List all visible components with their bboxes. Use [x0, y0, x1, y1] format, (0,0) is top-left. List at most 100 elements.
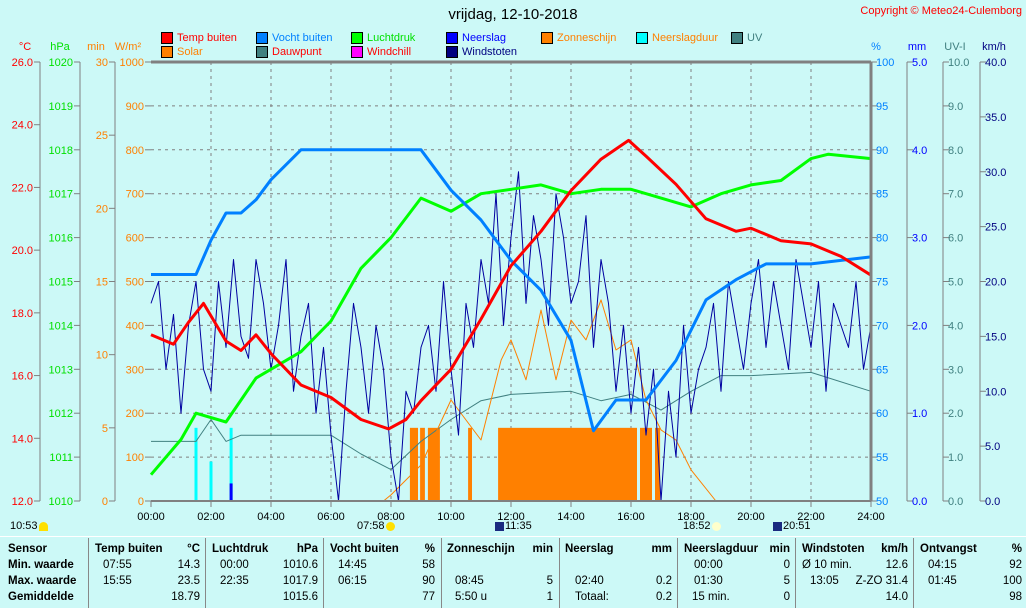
y-tick-label-rain: 4.0 [912, 145, 927, 157]
legend-item-luchtdruk: Luchtdruk [351, 32, 415, 44]
table-header-unit: °C [187, 543, 200, 555]
sunset-icon [711, 521, 721, 531]
astro-time-label: 20:51 [783, 520, 811, 532]
moonrise-icon [495, 521, 504, 531]
y-tick-label-rain: 0.0 [912, 496, 927, 508]
table-cell-value: 1015.6 [282, 591, 318, 603]
y-tick-label-solar: 300 [126, 364, 144, 376]
y-tick-label-min: 20 [96, 203, 108, 215]
table-cell-value: 92 [1009, 559, 1022, 571]
legend-label: Neerslagduur [652, 32, 719, 44]
table-header: Windstoten [802, 543, 865, 555]
table-header: Luchtdruk [212, 543, 269, 555]
axis-unit-min: min [87, 41, 105, 53]
x-tick-label: 20:00 [737, 511, 765, 523]
table-header-unit: min [769, 543, 790, 555]
legend-label: Dauwpunt [272, 46, 322, 58]
legend-swatch [351, 46, 363, 58]
y-tick-label-hum: 95 [876, 101, 888, 113]
table-cell-time: 13:05 [810, 575, 839, 587]
column-separator [88, 538, 89, 608]
x-tick-label: 24:00 [857, 511, 885, 523]
copyright: Copyright © Meteo24-Culemborg [860, 5, 1022, 17]
axis-unit-rain: mm [908, 41, 926, 53]
sunshine-bar [498, 427, 637, 501]
y-tick-label-min: 10 [96, 350, 108, 362]
column-separator [441, 538, 442, 608]
x-tick-label: 16:00 [617, 511, 645, 523]
y-tick-label-solar: 800 [126, 145, 144, 157]
y-tick-label-solar: 0 [138, 496, 144, 508]
legend-label: Solar [177, 46, 203, 58]
table-cell-time: 00:00 [694, 559, 723, 571]
y-tick-label-solar: 1000 [120, 57, 144, 69]
y-tick-label-uv: 7.0 [948, 189, 963, 201]
y-tick-label-press: 1019 [49, 101, 73, 113]
y-tick-label-wind: 35.0 [985, 112, 1006, 124]
series-vocht-buiten [151, 148, 872, 433]
legend-swatch [161, 32, 173, 44]
y-tick-label-uv: 10.0 [948, 57, 969, 69]
table-cell-time: 01:45 [928, 575, 957, 587]
series-temp-buiten [150, 138, 872, 431]
y-tick-label-temp: 20.0 [12, 245, 33, 257]
column-separator [913, 538, 914, 608]
table-cell-value: 0 [783, 591, 790, 603]
y-tick-label-min: 25 [96, 130, 108, 142]
y-tick-label-hum: 80 [876, 233, 888, 245]
y-tick-label-temp: 16.0 [12, 371, 33, 383]
y-tick-label-uv: 5.0 [948, 277, 963, 289]
table-cell-value: 12.6 [885, 559, 908, 571]
table-cell-time: 06:15 [338, 575, 367, 587]
table-cell-value: Z-ZO 31.4 [855, 575, 908, 587]
y-tick-label-press: 1020 [49, 57, 73, 69]
legend-swatch [636, 32, 648, 44]
table-cell-time: 14:45 [338, 559, 367, 571]
table-cell-value: 14.3 [177, 559, 200, 571]
table-cell-value: 1010.6 [282, 559, 318, 571]
sunshine-bar [420, 427, 425, 501]
y-tick-label-hum: 85 [876, 189, 888, 201]
table-header: Vocht buiten [330, 543, 399, 555]
axis-unit-uv: UV-I [944, 41, 965, 53]
astro-time-label: 11:35 [505, 520, 532, 532]
y-tick-label-solar: 900 [126, 101, 144, 113]
y-tick-label-hum: 70 [876, 320, 888, 332]
table-cell-value: 1 [546, 591, 553, 603]
table-header-unit: mm [651, 543, 672, 555]
legend-item-zonneschijn: Zonneschijn [541, 32, 616, 44]
series-solar [151, 299, 871, 502]
table-cell-time: 04:15 [928, 559, 957, 571]
axis-unit-solar: W/m² [115, 41, 142, 53]
legend-item-neerslagduur: Neerslagduur [636, 32, 718, 44]
table-header: Zonneschijn [447, 543, 515, 555]
y-tick-label-temp: 12.0 [12, 496, 33, 508]
rain-bar [229, 483, 233, 501]
table-cell-time: 15:55 [103, 575, 132, 587]
legend-item-dauwpunt: Dauwpunt [256, 46, 322, 58]
astro-time: 10:53 [10, 520, 49, 532]
table-header-unit: % [1011, 543, 1022, 555]
y-tick-label-uv: 4.0 [948, 320, 963, 332]
column-separator [323, 538, 324, 608]
table-cell-value: 98 [1009, 591, 1022, 603]
legend-swatch [446, 46, 458, 58]
legend-label: Zonneschijn [557, 32, 617, 44]
table-header: Neerslagduur [684, 543, 759, 555]
table-cell-value: 0.2 [656, 575, 672, 587]
legend-item-solar: Solar [161, 46, 203, 58]
y-tick-label-solar: 700 [126, 189, 144, 201]
series-dauwpunt [151, 371, 872, 471]
rain-duration-bar [229, 427, 233, 501]
column-separator [677, 538, 678, 608]
y-tick-label-press: 1011 [49, 452, 73, 464]
y-tick-label-rain: 1.0 [912, 408, 927, 420]
table-cell-value: 5 [546, 575, 553, 587]
y-tick-label-rain: 5.0 [912, 57, 927, 69]
y-tick-label-wind: 5.0 [985, 441, 1000, 453]
legend-swatch [256, 32, 268, 44]
table-cell-time: Totaal: [575, 591, 609, 603]
table-header: Neerslag [565, 543, 614, 555]
y-tick-label-hum: 75 [876, 277, 888, 289]
sunshine-bar [468, 427, 472, 501]
